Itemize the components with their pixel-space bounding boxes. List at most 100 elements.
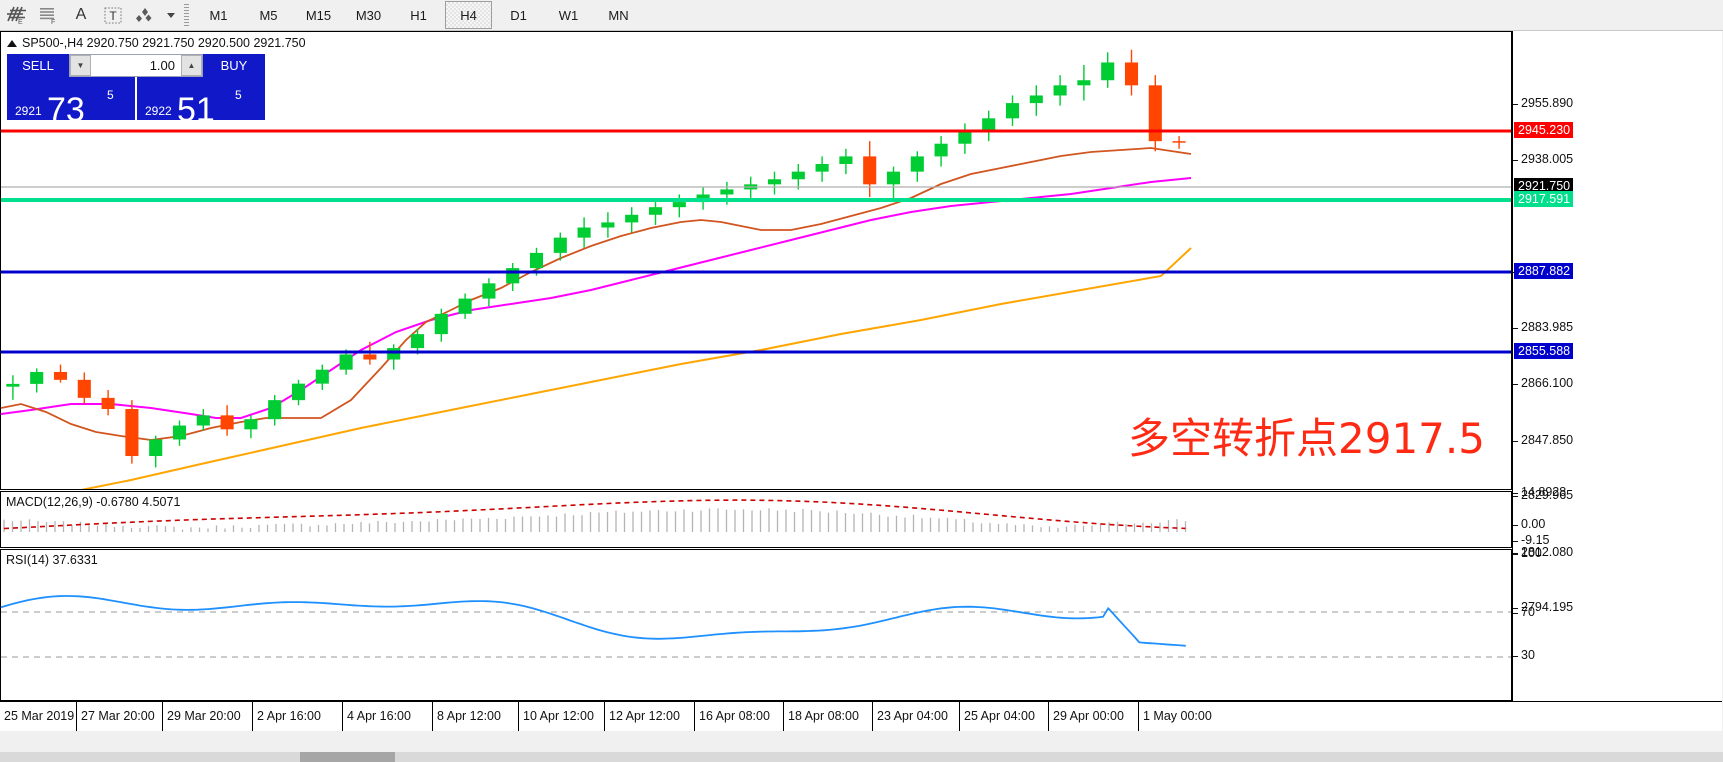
candle-body [101,397,115,410]
candle-body [434,313,448,335]
timeframe-m1[interactable]: M1 [209,7,228,23]
resistance-price-badge[interactable]: 2945.230 [1514,122,1574,138]
candle-body [30,371,44,384]
time-tick-mark [783,702,784,731]
sell-price-box[interactable]: 2921 73 5 [7,77,135,120]
trade-prices-row: 2921 73 5 2922 51 5 [7,77,265,120]
price-pane[interactable]: SP500-,H4 2920.750 2921.750 2920.500 292… [0,31,1512,490]
time-axis-label: 18 Apr 08:00 [788,709,859,723]
candle-body [553,237,567,253]
candle-body [1005,103,1020,119]
support1-price-badge[interactable]: 2887.882 [1514,263,1574,279]
time-axis-label: 23 Apr 04:00 [877,709,948,723]
time-axis[interactable]: 25 Mar 2019 27 Mar 20:00 29 Mar 20:00 2 Apr… [0,701,1722,731]
volume-decrease-button[interactable]: ▼ [70,55,91,76]
one-click-trade-panel[interactable]: SELL ▼ 1.00 ▲ BUY 2921 73 5 2922 [7,54,265,120]
axis-tick-mark [1513,160,1518,161]
time-tick-mark [1048,702,1049,731]
axis-tick-label: 2847.850 [1521,433,1574,447]
sell-button[interactable]: SELL [7,54,69,77]
timeframe-m15[interactable]: M15 [305,7,332,23]
rsi-line [1,595,1186,647]
scrollbar-track-right[interactable] [395,752,1723,762]
scrollbar-track-left[interactable] [0,752,300,762]
chart-toolbar: E F A T [0,0,1723,31]
axis-tick-label: 70 [1521,605,1535,619]
time-axis-label: 25 Mar 2019 [4,709,75,723]
svg-text:E: E [18,19,23,25]
candle-body [172,425,187,440]
volume-input[interactable]: ▼ 1.00 ▲ [69,54,203,77]
buy-price-big: 51 [177,91,215,120]
text-label-icon[interactable]: T [98,2,128,28]
time-tick-mark [162,702,163,731]
symbol-quote-line: SP500-,H4 2920.750 2921.750 2920.500 292… [7,36,306,50]
timeframe-group: M1 M5 M15 M30 H1 H4 D1 W1 MN [195,1,645,29]
axis-tick-mark [1513,104,1518,105]
axis-tick-label: 2812.080 [1521,545,1574,559]
candle-body [886,171,901,185]
time-axis-label: 1 May 00:00 [1143,709,1212,723]
timeframe-w1[interactable]: W1 [558,7,579,23]
timeframe-h1[interactable]: H1 [410,7,427,23]
axis-tick-mark [1513,328,1518,329]
timeframe-m5[interactable]: M5 [259,7,278,23]
buy-button[interactable]: BUY [203,54,265,77]
candle-body [315,369,329,384]
scrollbar-thumb[interactable] [300,752,395,762]
time-tick-mark [694,702,695,731]
time-tick-mark [518,702,519,731]
text-tool-icon[interactable]: A [75,6,87,23]
rsi-pane[interactable]: RSI(14) 37.6331 [0,549,1512,701]
ma-medium-line [1,177,1192,419]
time-tick-mark [342,702,343,731]
timeframe-mn[interactable]: MN [608,7,629,23]
chart-grid-icon[interactable]: F [34,2,64,28]
axis-tick-mark [1513,496,1518,497]
candle-body [625,214,639,223]
candle-body [125,409,139,456]
candle-body [1172,141,1186,143]
price-axis[interactable]: 2955.8902938.0052901.8702883.9852866.100… [1512,31,1722,701]
axis-tick-label: 14.8928 [1521,485,1567,499]
volume-increase-button[interactable]: ▲ [181,55,202,76]
buy-price-box[interactable]: 2922 51 5 [137,77,265,120]
candle-body [1077,80,1091,86]
axis-tick-label: -9.15 [1521,533,1550,547]
candle-body [220,415,234,430]
macd-pane[interactable]: MACD(12,26,9) -0.6780 4.5071 [0,491,1512,548]
candle-body [815,164,829,172]
bid-price-badge[interactable]: 2917.591 [1514,191,1574,207]
time-axis-label: 25 Apr 04:00 [964,709,1035,723]
candle-body [767,179,782,185]
candle-body [339,354,353,370]
timeframe-m30[interactable]: M30 [355,7,382,23]
sell-price-prefix: 2921 [15,104,42,118]
volume-value[interactable]: 1.00 [149,58,175,73]
price-plot [1,32,1511,489]
last-price-badge[interactable]: 2921.750 [1514,178,1574,194]
axis-tick-label: 0.00 [1521,517,1546,531]
candle-body [1053,85,1067,96]
axis-tick-mark [1513,525,1518,526]
time-tick-mark [872,702,873,731]
indicators-icon[interactable]: E [2,2,32,28]
time-axis-label: 27 Mar 20:00 [81,709,155,723]
chart-annotation-text[interactable]: 多空转折点2917.5 [1128,414,1485,463]
horizontal-scrollbar[interactable] [0,752,1723,762]
candle-body [53,371,68,380]
objects-icon[interactable] [130,2,160,28]
time-axis-label: 8 Apr 12:00 [437,709,501,723]
support2-price-badge[interactable]: 2855.588 [1514,343,1574,359]
candle-body [458,298,472,314]
collapse-arrow-icon[interactable] [7,39,17,47]
dropdown-caret-icon[interactable] [162,2,178,28]
svg-text:T: T [109,9,117,23]
time-axis-label: 2 Apr 16:00 [257,709,321,723]
timeframe-d1[interactable]: D1 [510,7,527,23]
timeframe-h4[interactable]: H4 [445,1,492,29]
candle-body [6,383,20,387]
chart-area[interactable]: SP500-,H4 2920.750 2921.750 2920.500 292… [0,31,1722,731]
trade-controls-row: SELL ▼ 1.00 ▲ BUY [7,54,265,77]
